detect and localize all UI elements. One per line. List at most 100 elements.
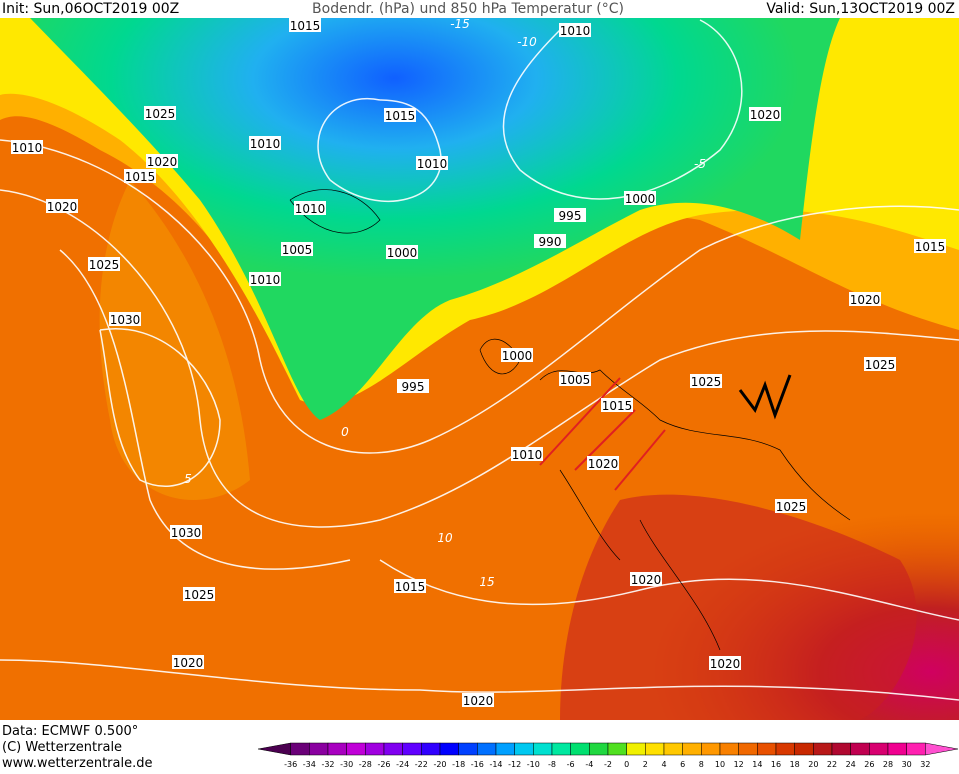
- isobar-label: 1000: [625, 192, 656, 206]
- isobar-label-box: [601, 398, 633, 412]
- isobar-label-box: [146, 154, 178, 168]
- isobar-label: 1020: [173, 656, 204, 670]
- temperature-label: 5: [184, 472, 192, 486]
- colorbar-label: -20: [433, 760, 446, 769]
- isobar-label-box: [501, 348, 533, 362]
- colorbar-swatch: [701, 742, 721, 756]
- isobar-label-box: [281, 242, 313, 256]
- isobar-label: 1015: [125, 170, 156, 184]
- temperature-label: -5: [694, 157, 706, 171]
- isobar-label: 1025: [145, 107, 176, 121]
- isobar-label-box: [384, 108, 416, 122]
- isobar-label-box: [749, 107, 781, 121]
- isobar-label-box: [144, 106, 176, 120]
- colorbar-label: 2: [643, 760, 648, 769]
- colorbar-label: 26: [864, 760, 874, 769]
- colorbar-swatch: [813, 742, 833, 756]
- colorbar-swatch: [607, 742, 627, 756]
- colorbar-swatch: [831, 742, 851, 756]
- isobar-label-box: [630, 572, 662, 586]
- isobar-label: 1025: [89, 258, 120, 272]
- colorbar-label: -24: [396, 760, 409, 769]
- isobar-label-box: [386, 245, 418, 259]
- colorbar-swatch: [402, 742, 422, 756]
- isobar-label: 1025: [184, 588, 215, 602]
- isobar-label: 1020: [463, 694, 494, 708]
- isobar-label: 1010: [295, 202, 326, 216]
- isobar-label-box: [289, 18, 321, 32]
- isobar-label: 1025: [865, 358, 896, 372]
- isobar-label-box: [864, 357, 896, 371]
- colorbar-swatch: [533, 742, 553, 756]
- isobar-label: 1025: [691, 375, 722, 389]
- isobar-label: 1010: [512, 448, 543, 462]
- isobar-label: 1020: [147, 155, 178, 169]
- colorbar-swatch: [458, 742, 478, 756]
- colorbar-swatch: [775, 742, 795, 756]
- isobar-label: 1005: [560, 373, 591, 387]
- colorbar-swatch: [869, 742, 889, 756]
- website: www.wetterzentrale.de: [2, 756, 152, 770]
- colorbar-label: 0: [624, 760, 629, 769]
- isobar-label: 1020: [588, 457, 619, 471]
- colorbar-label: -30: [340, 760, 353, 769]
- colorbar-label: -10: [527, 760, 540, 769]
- isobar-label: 1030: [171, 526, 202, 540]
- data-source: Data: ECMWF 0.500°: [2, 724, 138, 739]
- colorbar-swatch: [551, 742, 571, 756]
- isobar-label: 1015: [602, 399, 633, 413]
- isobar-label: 1020: [631, 573, 662, 587]
- colorbar-label: -8: [548, 760, 556, 769]
- temperature-label: -15: [450, 17, 470, 31]
- colorbar-label: -16: [471, 760, 484, 769]
- colorbar-swatch: [383, 742, 403, 756]
- isobar-label: 1020: [750, 108, 781, 122]
- colorbar-swatch: [514, 742, 534, 756]
- temperature-label: 15: [479, 575, 494, 589]
- colorbar-label: 20: [808, 760, 818, 769]
- map-field: [0, 18, 959, 720]
- temperature-label: -10: [517, 35, 537, 49]
- isobar-label: 1000: [502, 349, 533, 363]
- colorbar-label: 4: [661, 760, 666, 769]
- colorbar-label: -22: [415, 760, 428, 769]
- isobar-label-box: [849, 292, 881, 306]
- isobar-label: 1010: [12, 141, 43, 155]
- isobar-label-box: [394, 579, 426, 593]
- colorbar-swatch: [290, 742, 310, 756]
- isobar-label-box: [587, 456, 619, 470]
- colorbar-swatch: [887, 742, 907, 756]
- colorbar-label: -18: [452, 760, 465, 769]
- isobar-label: 1010: [417, 157, 448, 171]
- colorbar-label: 24: [846, 760, 856, 769]
- colorbar-label: -4: [585, 760, 593, 769]
- colorbar-label: -28: [359, 760, 372, 769]
- isobar-label-box: [46, 199, 78, 213]
- isobar-label: 1020: [710, 657, 741, 671]
- colorbar-swatch: [477, 742, 497, 756]
- isobar-label: 995: [402, 380, 425, 394]
- isobar-label-box: [554, 208, 586, 222]
- isobar-label-box: [559, 372, 591, 386]
- colorbar-label: 10: [715, 760, 725, 769]
- colorbar-label: -2: [604, 760, 612, 769]
- colorbar-swatch: [327, 742, 347, 756]
- colorbar-label: 14: [752, 760, 762, 769]
- colorbar-swatch: [738, 742, 758, 756]
- isobar-label-box: [416, 156, 448, 170]
- isobar-label-box: [559, 23, 591, 37]
- colorbar-swatch: [757, 742, 777, 756]
- isobar-label-box: [690, 374, 722, 388]
- isobar-label-box: [624, 191, 656, 205]
- isobar-label-box: [249, 136, 281, 150]
- colorbar-swatch: [794, 742, 814, 756]
- colorbar-label: -12: [508, 760, 521, 769]
- isobar-label: 1015: [290, 19, 321, 33]
- isobar-label-box: [170, 525, 202, 539]
- isobar-label-box: [294, 201, 326, 215]
- valid-time: Valid: Sun,13OCT2019 00Z: [766, 1, 955, 17]
- colorbar-swatch: [850, 742, 870, 756]
- header-bar: [0, 0, 959, 18]
